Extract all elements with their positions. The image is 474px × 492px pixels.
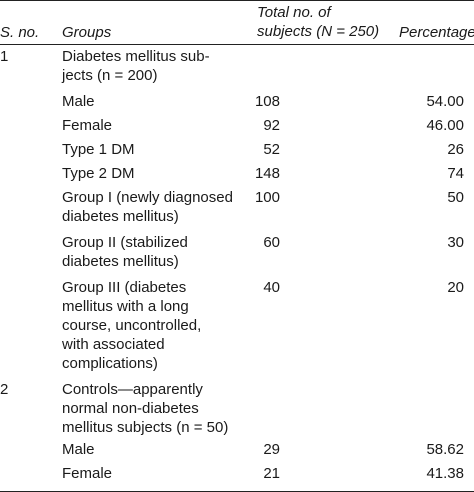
row-total: 108 bbox=[254, 93, 280, 110]
row-group-line: Group II (stabilized bbox=[62, 234, 188, 251]
row-group-line: Female bbox=[62, 117, 113, 134]
row-percentage: 30 bbox=[447, 234, 464, 251]
row-group-line: diabetes mellitus) bbox=[62, 208, 179, 225]
row-sno: 2 bbox=[0, 381, 9, 398]
row-group-line: Diabetes mellitus sub- bbox=[62, 48, 210, 65]
row-percentage: 20 bbox=[447, 279, 464, 296]
row-group-line: Group III (diabetes bbox=[62, 279, 187, 296]
row-group-line: course, uncontrolled, bbox=[62, 317, 202, 334]
row-sno: 1 bbox=[0, 48, 9, 65]
row-group-line: mellitus with a long bbox=[62, 298, 189, 315]
row-group-line: Male bbox=[62, 441, 95, 458]
row-group-line: Group I (newly diagnosed bbox=[62, 189, 233, 206]
row-group-line: Female bbox=[62, 465, 113, 482]
header-percentage: Percentage bbox=[399, 24, 474, 41]
header-total-line2: subjects (N = 250) bbox=[257, 23, 380, 40]
row-total: 29 bbox=[263, 441, 280, 458]
header-rule bbox=[0, 44, 474, 45]
row-percentage: 26 bbox=[447, 141, 464, 158]
row-percentage: 58.62 bbox=[426, 441, 464, 458]
row-group-line: normal non-diabetes bbox=[62, 400, 199, 417]
row-group-line: Male bbox=[62, 93, 95, 110]
row-group-line: mellitus subjects (n = 50) bbox=[62, 419, 229, 436]
row-group-line: Type 1 DM bbox=[62, 141, 135, 158]
row-group-line: jects (n = 200) bbox=[62, 67, 158, 84]
row-group-line: Controls—apparently bbox=[62, 381, 203, 398]
row-group-line: diabetes mellitus) bbox=[62, 253, 179, 270]
row-percentage: 54.00 bbox=[426, 93, 464, 110]
row-total: 60 bbox=[263, 234, 280, 251]
header-groups: Groups bbox=[62, 24, 112, 41]
header-sno: S. no. bbox=[0, 24, 40, 41]
row-total: 21 bbox=[263, 465, 280, 482]
header-total-line1: Total no. of bbox=[257, 4, 331, 21]
row-total: 52 bbox=[263, 141, 280, 158]
row-group-line: Type 2 DM bbox=[62, 165, 135, 182]
row-percentage: 46.00 bbox=[426, 117, 464, 134]
row-group-line: complications) bbox=[62, 355, 158, 372]
row-percentage: 41.38 bbox=[426, 465, 464, 482]
row-percentage: 50 bbox=[447, 189, 464, 206]
row-total: 40 bbox=[263, 279, 280, 296]
row-total: 92 bbox=[263, 117, 280, 134]
row-total: 148 bbox=[254, 165, 280, 182]
row-group-line: with associated bbox=[62, 336, 165, 353]
table-top-rule bbox=[0, 0, 474, 1]
row-percentage: 74 bbox=[447, 165, 464, 182]
row-total: 100 bbox=[254, 189, 280, 206]
